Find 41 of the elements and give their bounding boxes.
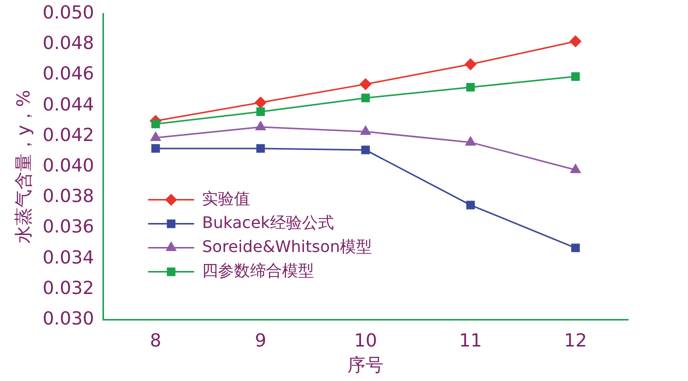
point — [256, 121, 266, 130]
point — [151, 120, 160, 128]
legend-label: Bukacek经验公式 — [202, 212, 334, 232]
y-tick-label: 0.042 — [42, 124, 94, 146]
point — [466, 82, 475, 92]
y-tick-label: 0.050 — [42, 2, 94, 24]
point — [254, 96, 266, 108]
y-tick-label: 0.046 — [42, 64, 94, 85]
point — [361, 146, 370, 154]
point — [360, 126, 371, 135]
y-tick-label: 0.032 — [42, 278, 94, 299]
x-tick-label: 9 — [254, 330, 266, 352]
point — [150, 132, 161, 141]
point — [256, 144, 265, 153]
point — [361, 94, 370, 102]
point — [570, 36, 582, 48]
point — [464, 58, 476, 70]
point — [466, 200, 475, 210]
point — [360, 78, 372, 90]
x-tick-label: 8 — [150, 330, 162, 352]
point — [151, 144, 160, 153]
y-tick-label: 0.048 — [42, 33, 94, 54]
x-tick-label: 10 — [354, 330, 378, 352]
y-tick-label: 0.044 — [42, 94, 94, 116]
legend-label: 实验值 — [202, 188, 250, 208]
legend-label: 四参数缔合模型 — [202, 260, 314, 280]
x-tick-label: 11 — [459, 330, 482, 352]
point — [256, 107, 265, 116]
y-tick-label: 0.040 — [42, 155, 94, 176]
point — [571, 72, 580, 81]
x-tick-label: 12 — [564, 330, 587, 352]
y-axis-title: 水蒸气含量，y，% — [13, 90, 34, 244]
y-tick-label: 0.030 — [42, 308, 94, 330]
y-tick-label: 0.034 — [42, 247, 94, 268]
x-axis-title: 序号 — [348, 354, 384, 376]
y-tick-label: 0.038 — [42, 186, 94, 208]
point — [570, 164, 581, 174]
y-tick-label: 0.036 — [42, 216, 94, 238]
point — [571, 244, 580, 252]
point — [465, 136, 476, 146]
legend-label: Soreide&Whitson模型 — [202, 236, 372, 256]
